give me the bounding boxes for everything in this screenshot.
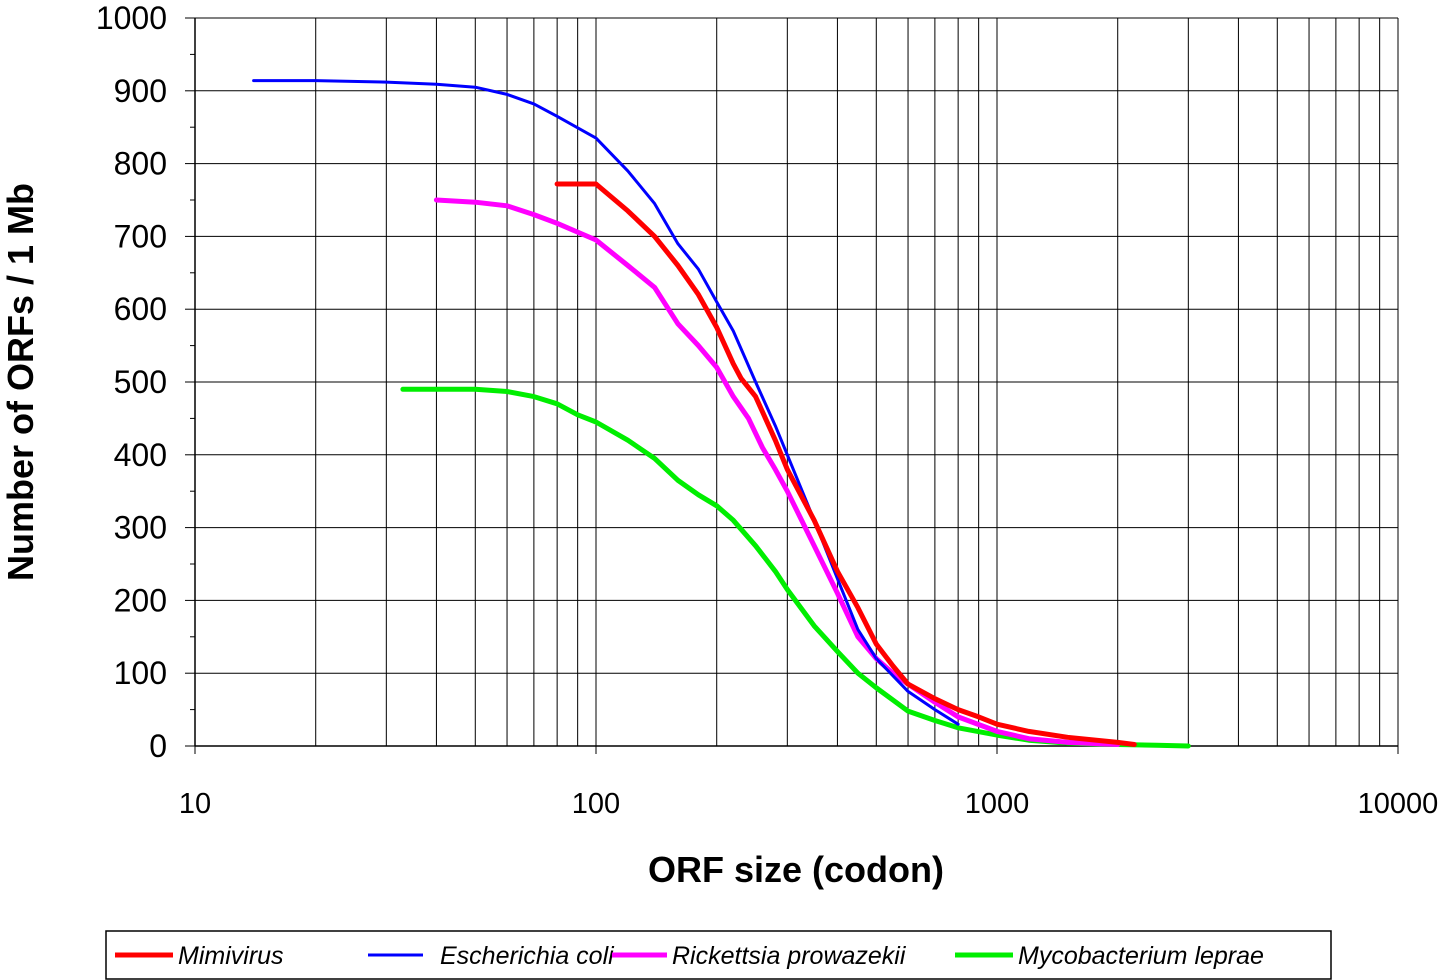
legend: Mimivirus Escherichia coli Rickettsia prow… — [105, 930, 1332, 980]
x-tick-label: 10000 — [1358, 788, 1439, 820]
series-lines — [252, 79, 1191, 749]
y-tick-label: 1000 — [96, 0, 167, 36]
y-tick-label: 100 — [114, 655, 167, 691]
series-line-mimivirus — [554, 181, 1137, 747]
y-tick-label: 500 — [114, 364, 167, 400]
x-tick-label: 10 — [179, 788, 211, 820]
series-line-rickettsia-prowazekii — [433, 197, 1121, 747]
y-tick-labels: 0 100 200 300 400 500 600 700 800 900 1000 — [96, 0, 167, 764]
axes — [185, 17, 1399, 754]
x-tick-label: 100 — [572, 788, 620, 820]
y-axis-title: Number of ORFs / 1 Mb — [0, 183, 41, 581]
y-tick-label: 200 — [114, 582, 167, 618]
y-tick-label: 600 — [114, 291, 167, 327]
legend-label: Rickettsia prowazekii — [672, 942, 907, 970]
series-line-escherichia-coli — [252, 79, 960, 726]
y-tick-label: 300 — [114, 510, 167, 546]
legend-label: Mimivirus — [178, 942, 284, 970]
x-tick-label: 1000 — [965, 788, 1030, 820]
y-tick-label: 400 — [114, 437, 167, 473]
legend-box — [105, 930, 1332, 980]
grid-lines — [194, 17, 1399, 747]
y-tick-label: 700 — [114, 218, 167, 254]
y-tick-label: 0 — [149, 728, 167, 764]
series-line-mycobacterium-leprae — [400, 386, 1191, 749]
x-axis-title: ORF size (codon) — [648, 849, 944, 890]
y-tick-label: 900 — [114, 73, 167, 109]
legend-label: Escherichia coli — [440, 942, 615, 970]
legend-label: Mycobacterium leprae — [1018, 942, 1264, 970]
x-tick-labels: 10 100 1000 10000 — [179, 788, 1438, 820]
y-tick-label: 800 — [114, 146, 167, 182]
